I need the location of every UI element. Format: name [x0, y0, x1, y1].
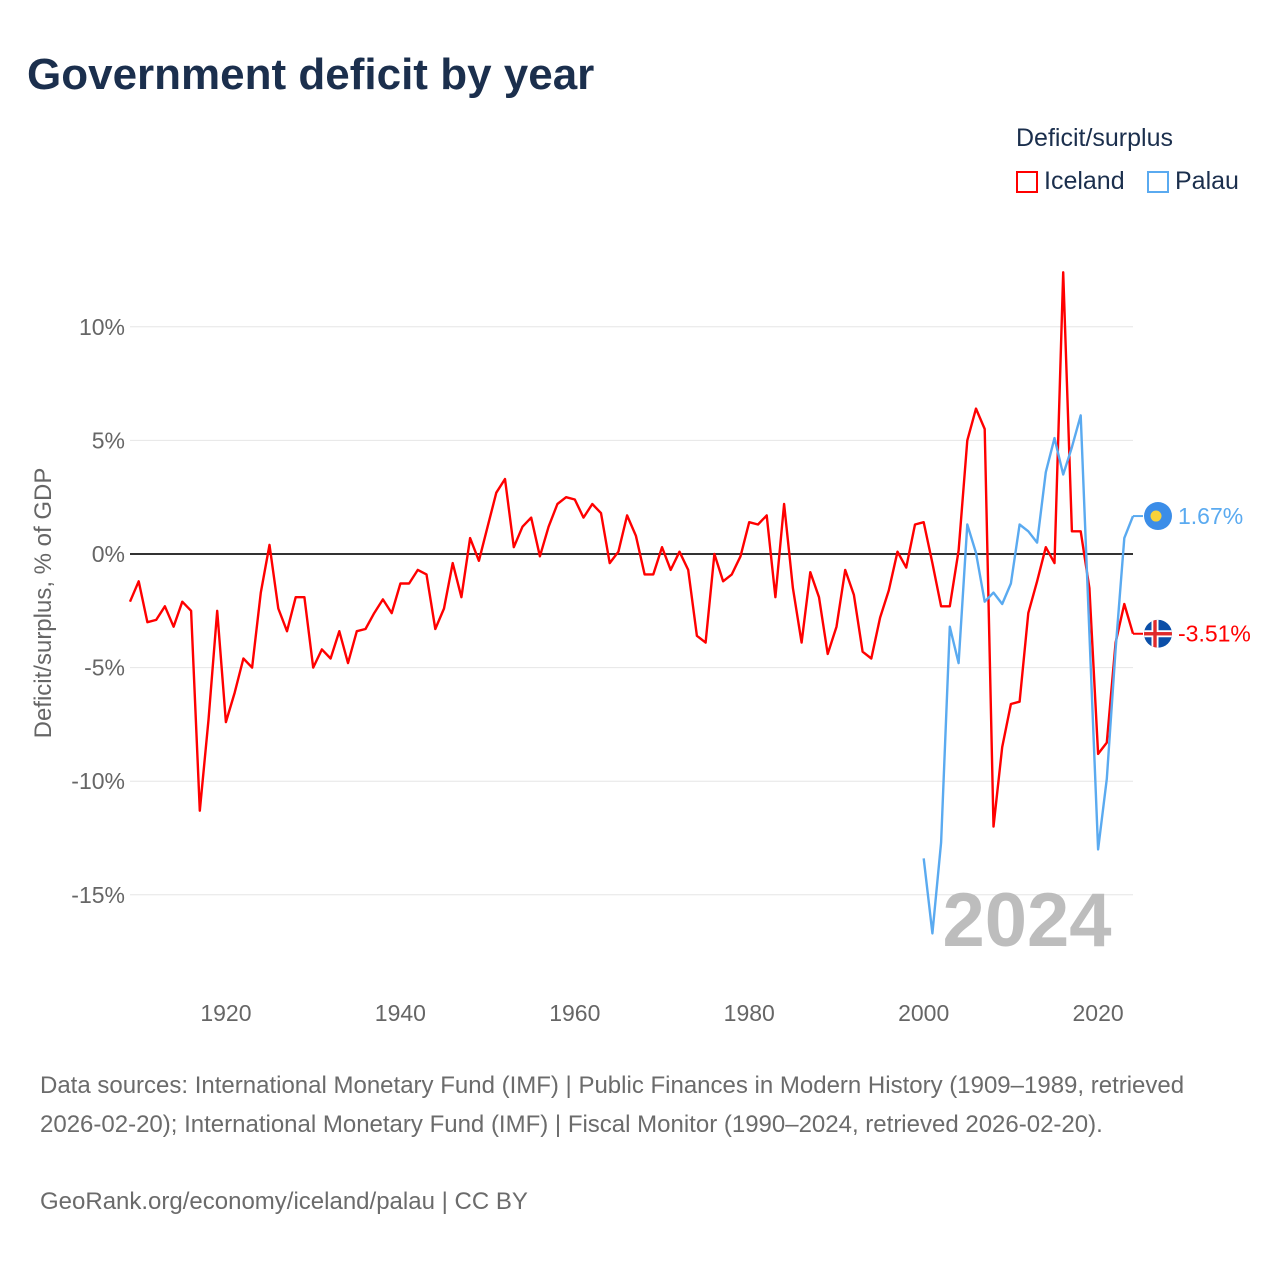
legend-swatch-iceland	[1016, 170, 1038, 193]
palau-flag-icon	[1144, 502, 1172, 531]
y-tick-label: 10%	[79, 314, 125, 340]
y-tick-label: 5%	[92, 427, 125, 453]
year-watermark: 2024	[942, 878, 1111, 963]
x-tick-label: 1960	[549, 1000, 600, 1026]
y-tick-label: -5%	[84, 655, 125, 681]
legend-swatch-palau	[1147, 170, 1169, 193]
legend-title: Deficit/surplus	[1016, 124, 1173, 152]
x-tick-label: 2020	[1073, 1000, 1124, 1026]
line-chart: 10% 5% 0% -5% -10% -15% 1920 1940 1960 1980 2000 20…	[30, 271, 1251, 1026]
chart-title: Government deficit by year	[27, 50, 595, 99]
x-tick-label: 2000	[898, 1000, 949, 1026]
series-line-palau[interactable]	[922, 414, 1135, 935]
x-tick-label: 1940	[375, 1000, 426, 1026]
series-line-iceland[interactable]	[128, 271, 1135, 828]
x-tick-label: 1980	[724, 1000, 775, 1026]
legend-label: Palau	[1175, 167, 1239, 195]
data-sources: Data sources: International Monetary Fun…	[40, 1072, 1185, 1138]
y-tick-label: 0%	[92, 541, 125, 567]
end-value-label: -3.51%	[1178, 621, 1251, 647]
legend-item-iceland[interactable]: Iceland	[1016, 167, 1125, 196]
y-axis-label: Deficit/surplus, % of GDP	[30, 468, 57, 739]
legend-label: Iceland	[1044, 167, 1125, 195]
end-value-label: 1.67%	[1178, 503, 1243, 529]
iceland-flag-icon	[1144, 619, 1172, 648]
y-tick-label: -15%	[71, 882, 125, 908]
y-tick-label: -10%	[71, 768, 125, 794]
x-tick-label: 1920	[200, 1000, 251, 1026]
credit-link[interactable]: GeoRank.org/economy/iceland/palau | CC B…	[40, 1188, 528, 1215]
legend-item-palau[interactable]: Palau	[1147, 167, 1239, 196]
